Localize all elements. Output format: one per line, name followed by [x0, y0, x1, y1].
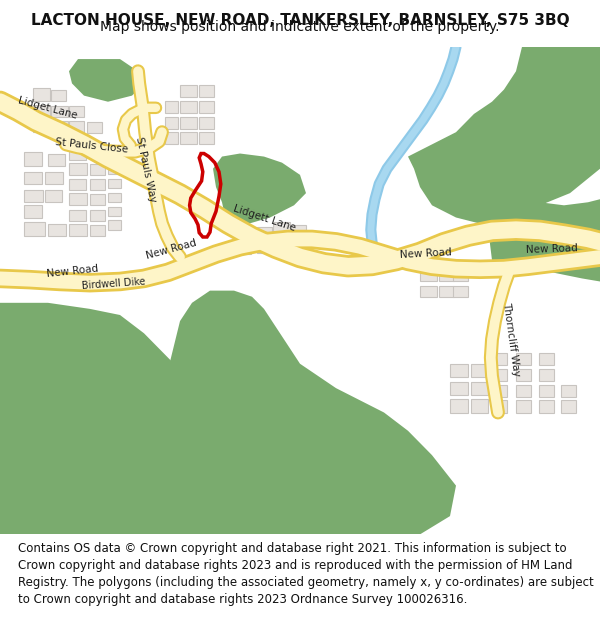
Bar [69, 162, 87, 175]
Bar [33, 120, 50, 132]
Bar [180, 132, 197, 144]
Bar [108, 220, 121, 229]
Bar [291, 225, 306, 237]
Bar [439, 286, 454, 297]
Bar [69, 224, 87, 236]
Bar [48, 224, 66, 236]
Bar [234, 243, 251, 254]
Bar [69, 179, 86, 190]
Text: St Pauls Way: St Pauls Way [134, 136, 158, 204]
Bar [471, 399, 488, 412]
Bar [33, 105, 50, 117]
Bar [180, 101, 197, 112]
Bar [24, 190, 43, 202]
Polygon shape [156, 291, 456, 534]
Bar [471, 382, 488, 396]
Bar [516, 400, 531, 412]
Bar [257, 242, 272, 253]
Bar [69, 193, 87, 205]
Bar [257, 227, 272, 239]
Bar [165, 117, 178, 129]
Bar [51, 106, 68, 117]
Bar [539, 400, 554, 412]
Bar [439, 271, 454, 281]
Bar [420, 271, 437, 281]
Text: New Road: New Road [400, 248, 452, 261]
Bar [69, 106, 84, 117]
Bar [108, 192, 121, 202]
Bar [450, 382, 468, 396]
Text: New Road: New Road [145, 238, 197, 261]
Polygon shape [0, 302, 258, 534]
Bar [69, 121, 84, 132]
Text: Birdwell Dike: Birdwell Dike [82, 276, 146, 291]
Bar [492, 400, 507, 412]
Bar [539, 369, 554, 381]
Bar [450, 399, 468, 412]
Bar [90, 164, 105, 175]
Bar [165, 132, 178, 144]
Bar [199, 117, 214, 129]
Bar [69, 209, 86, 221]
Bar [453, 271, 468, 281]
Bar [33, 88, 50, 101]
Text: Contains OS data © Crown copyright and database right 2021. This information is : Contains OS data © Crown copyright and d… [18, 542, 594, 606]
Bar [199, 101, 214, 112]
Bar [24, 205, 42, 217]
Text: New Road: New Road [526, 243, 578, 255]
Bar [471, 364, 488, 377]
Bar [492, 385, 507, 398]
Bar [108, 164, 121, 174]
Bar [561, 385, 576, 398]
Bar [420, 286, 437, 297]
Polygon shape [408, 47, 600, 224]
Bar [199, 132, 214, 144]
Bar [420, 255, 437, 266]
Bar [90, 225, 105, 236]
Bar [180, 84, 197, 97]
Bar [516, 385, 531, 398]
Bar [180, 117, 197, 129]
Bar [45, 172, 63, 184]
Bar [108, 179, 121, 188]
Text: Thorncliff Way: Thorncliff Way [501, 302, 521, 377]
Bar [90, 194, 105, 205]
Bar [48, 154, 65, 166]
Bar [492, 369, 507, 381]
Bar [561, 400, 576, 412]
Bar [87, 122, 102, 133]
Bar [45, 190, 62, 202]
Bar [51, 89, 66, 101]
Polygon shape [213, 154, 306, 229]
Bar [24, 152, 42, 166]
Text: Lidgett Lane: Lidgett Lane [232, 204, 296, 234]
Bar [24, 222, 45, 236]
Bar [108, 206, 121, 216]
Bar [69, 149, 86, 159]
Bar [234, 229, 252, 242]
Bar [539, 385, 554, 398]
Bar [453, 286, 468, 297]
Bar [450, 364, 468, 377]
Bar [90, 179, 105, 190]
Bar [539, 352, 554, 365]
Text: Lidget Lane: Lidget Lane [17, 95, 79, 121]
Polygon shape [69, 59, 144, 102]
Bar [516, 369, 531, 381]
Bar [24, 172, 42, 184]
Bar [90, 209, 105, 221]
Bar [165, 101, 178, 112]
Bar [273, 222, 290, 236]
Text: LACTON HOUSE, NEW ROAD, TANKERSLEY, BARNSLEY, S75 3BQ: LACTON HOUSE, NEW ROAD, TANKERSLEY, BARN… [31, 13, 569, 28]
Bar [492, 352, 507, 365]
Bar [199, 84, 214, 97]
Text: New Road: New Road [46, 264, 98, 279]
Text: Map shows position and indicative extent of the property.: Map shows position and indicative extent… [100, 20, 500, 34]
Bar [516, 352, 531, 365]
Bar [51, 121, 68, 132]
Text: St Pauls Close: St Pauls Close [55, 137, 128, 154]
Polygon shape [486, 184, 600, 281]
